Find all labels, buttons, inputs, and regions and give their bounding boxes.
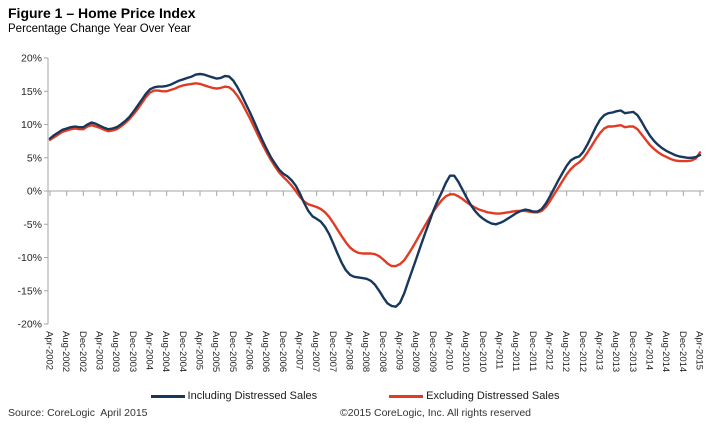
x-tick-label: Aug-2012 — [560, 331, 571, 372]
legend-label-including: Including Distressed Sales — [187, 390, 318, 402]
x-tick-label: Apr-2013 — [594, 331, 605, 370]
y-tick-label: 0% — [27, 186, 42, 198]
series-line-excluding-distressed — [48, 82, 702, 268]
figure-title: Figure 1 – Home Price Index — [8, 5, 196, 21]
x-tick-label: Apr-2004 — [144, 331, 155, 370]
x-tick-label: Apr-2015 — [694, 331, 705, 370]
figure-subtitle: Percentage Change Year Over Year — [8, 23, 191, 35]
source-text: Source: CoreLogic April 2015 — [8, 407, 148, 419]
line-swatch-including — [150, 394, 185, 398]
x-tick-label: Dec-2007 — [327, 331, 338, 372]
x-tick-label: Dec-2005 — [227, 331, 238, 372]
x-tick-label: Dec-2010 — [477, 331, 488, 372]
x-tick-label: Dec-2006 — [277, 331, 288, 372]
x-tick-label: Dec-2008 — [377, 331, 388, 372]
copyright-text: ©2015 CoreLogic, Inc. All rights reserve… — [340, 407, 531, 419]
y-tick-label: -20% — [17, 319, 42, 331]
x-tick-label: Aug-2014 — [660, 331, 671, 372]
y-tick-label: -15% — [17, 285, 42, 297]
x-tick-label: Aug-2007 — [310, 331, 321, 372]
line-swatch-excluding — [389, 394, 424, 398]
x-tick-label: Apr-2006 — [244, 331, 255, 370]
y-tick-label: 15% — [21, 86, 42, 98]
x-tick-label: Apr-2007 — [294, 331, 305, 370]
x-tick-label: Dec-2009 — [427, 331, 438, 372]
chart-legend: Including Distressed Sales Excluding Dis… — [0, 390, 710, 402]
x-tick-label: Aug-2013 — [610, 331, 621, 372]
x-tick-label: Apr-2005 — [194, 331, 205, 370]
x-tick-label: Apr-2010 — [444, 331, 455, 370]
x-tick-label: Apr-2012 — [544, 331, 555, 370]
x-tick-label: Apr-2008 — [344, 331, 355, 370]
x-tick-label: Aug-2004 — [160, 331, 171, 372]
x-tick-label: Dec-2013 — [627, 331, 638, 372]
legend-item-excluding: Excluding Distressed Sales — [389, 390, 559, 402]
y-tick-label: 20% — [21, 53, 42, 65]
x-tick-label: Aug-2003 — [110, 331, 121, 372]
legend-item-including: Including Distressed Sales — [150, 390, 318, 402]
x-tick-label: Dec-2012 — [577, 331, 588, 372]
series-line-including-distressed — [48, 72, 702, 308]
y-tick-label: 5% — [27, 152, 42, 164]
x-tick-label: Apr-2002 — [44, 331, 55, 370]
x-tick-label: Aug-2005 — [210, 331, 221, 372]
x-tick-label: Apr-2009 — [394, 331, 405, 370]
x-tick-label: Aug-2002 — [60, 331, 71, 372]
x-tick-label: Apr-2011 — [494, 331, 505, 369]
x-tick-label: Aug-2009 — [410, 331, 421, 372]
x-tick-label: Dec-2003 — [127, 331, 138, 372]
x-tick-label: Dec-2002 — [77, 331, 88, 372]
x-tick-label: Dec-2004 — [177, 331, 188, 372]
x-tick-label: Aug-2010 — [460, 331, 471, 372]
x-tick-label: Apr-2014 — [644, 331, 655, 370]
x-tick-label: Aug-2011 — [510, 331, 521, 372]
x-tick-label: Dec-2011 — [527, 331, 538, 372]
y-tick-label: -5% — [23, 219, 42, 231]
x-tick-label: Aug-2006 — [260, 331, 271, 372]
x-tick-label: Apr-2003 — [94, 331, 105, 370]
x-tick-label: Dec-2014 — [677, 331, 688, 372]
x-tick-label: Aug-2008 — [360, 331, 371, 372]
legend-label-excluding: Excluding Distressed Sales — [426, 390, 560, 402]
y-tick-label: -10% — [17, 252, 42, 264]
y-tick-label: 10% — [21, 119, 42, 131]
